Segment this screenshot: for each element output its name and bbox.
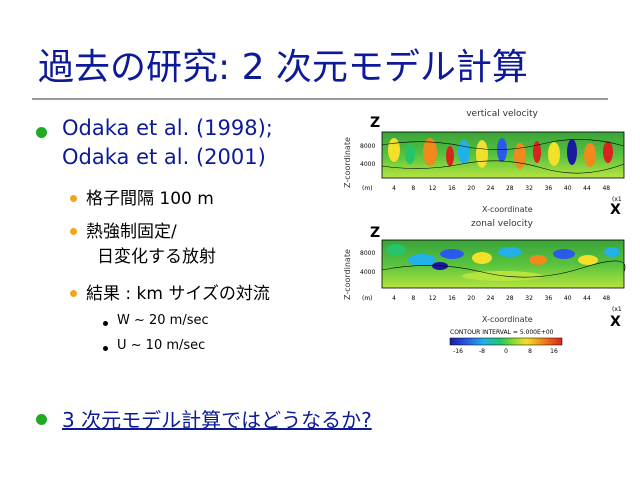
xtick-label: 36 (545, 185, 553, 192)
xtick-label: 32 (525, 295, 533, 302)
xlabel-2: X-coordinate (482, 315, 533, 324)
xtick-label: 28 (506, 295, 514, 302)
xtick-label: 16 (448, 295, 456, 302)
bullet-dot-icon (36, 414, 47, 425)
slide-title: 過去の研究: 2 次元モデル計算 (38, 47, 528, 88)
xtick-label: 48 (602, 295, 610, 302)
sub-bullet-icon (70, 290, 77, 297)
panel2-title: zonal velocity (471, 219, 534, 229)
panel2-xticks: 4 8 12 16 20 24 28 32 36 40 44 48 (392, 295, 610, 302)
xtick-label: 12 (429, 295, 437, 302)
unit-x1-2: (x1 (612, 306, 622, 313)
xtick-label: 8 (411, 295, 415, 302)
xtick-label: 24 (487, 295, 495, 302)
sub-sub-bullet-icon (103, 346, 108, 351)
xtick-label: 12 (429, 185, 437, 192)
panel1-title: vertical velocity (466, 109, 538, 119)
ylabel-1: Z-coordinate (343, 137, 352, 188)
xtick-label: 24 (487, 185, 495, 192)
xtick-label: 40 (564, 185, 572, 192)
panel2-cells (381, 244, 626, 281)
colorbar-tick-label: -8 (479, 348, 485, 355)
unit-m-1: (m) (362, 185, 373, 192)
xtick-label: 8 (411, 185, 415, 192)
colorbar-tick-label: 0 (504, 348, 508, 355)
colorbar (449, 337, 563, 346)
ytick-8000-2: 8000 (360, 250, 375, 257)
xlabel-1: X-coordinate (482, 205, 533, 214)
forcing-text-line-1: 熱強制固定/ (86, 222, 177, 242)
velocity-plots: vertical velocity Z 8000 4000 Z-coordina… (343, 109, 626, 355)
xtick-label: 20 (467, 295, 475, 302)
z-axis-label-2: Z (370, 225, 380, 241)
colorbar-ticks: -16 -8 0 8 16 (453, 348, 558, 355)
xtick-label: 28 (506, 185, 514, 192)
ylabel-2: Z-coordinate (343, 249, 352, 300)
colorbar-tick-label: -16 (453, 348, 463, 355)
unit-x1-1: (x1 (612, 196, 622, 203)
xtick-label: 40 (564, 295, 572, 302)
ytick-8000-1: 8000 (360, 143, 375, 150)
sub-sub-bullet-icon (103, 321, 108, 326)
z-axis-label-1: Z (370, 115, 380, 131)
x-axis-label-1: X (610, 202, 621, 218)
xtick-label: 16 (448, 185, 456, 192)
xtick-label: 4 (392, 185, 396, 192)
xtick-label: 20 (467, 185, 475, 192)
xtick-label: 32 (525, 185, 533, 192)
xtick-label: 48 (602, 185, 610, 192)
xtick-label: 44 (583, 185, 591, 192)
colorbar-tick-label: 16 (550, 348, 558, 355)
panel1-xticks: 4 8 12 16 20 24 28 32 36 40 44 48 (392, 185, 610, 192)
sub-bullet-icon (70, 195, 77, 202)
title-divider (32, 98, 608, 100)
bullet-dot-icon (36, 127, 47, 138)
x-axis-label-2: X (610, 314, 621, 330)
contour-interval-text: CONTOUR INTERVAL = 5.000E+00 (450, 329, 554, 336)
forcing-text-line-2: 日変化する放射 (97, 247, 216, 267)
sub-bullet-icon (70, 228, 77, 235)
xtick-label: 4 (392, 295, 396, 302)
ytick-4000-1: 4000 (360, 161, 375, 168)
convection-figure: vertical velocity Z 8000 4000 Z-coordina… (332, 100, 632, 370)
xtick-label: 36 (545, 295, 553, 302)
unit-m-2: (m) (362, 295, 373, 302)
grid-spacing-text: 格子間隔 100 m (86, 189, 214, 209)
refs-line-1: Odaka et al. (1998); (62, 116, 273, 140)
u-velocity-text: U ~ 10 m/sec (117, 338, 206, 353)
xtick-label: 44 (583, 295, 591, 302)
result-text: 結果 : km サイズの対流 (86, 284, 270, 304)
refs-line-2: Odaka et al. (2001) (62, 145, 266, 169)
w-velocity-text: W ~ 20 m/sec (117, 313, 209, 328)
colorbar-tick-label: 8 (528, 348, 532, 355)
ytick-4000-2: 4000 (360, 269, 375, 276)
panel1-cells (381, 138, 625, 174)
question-link[interactable]: 3 次元モデル計算ではどうなるか? (62, 408, 372, 432)
